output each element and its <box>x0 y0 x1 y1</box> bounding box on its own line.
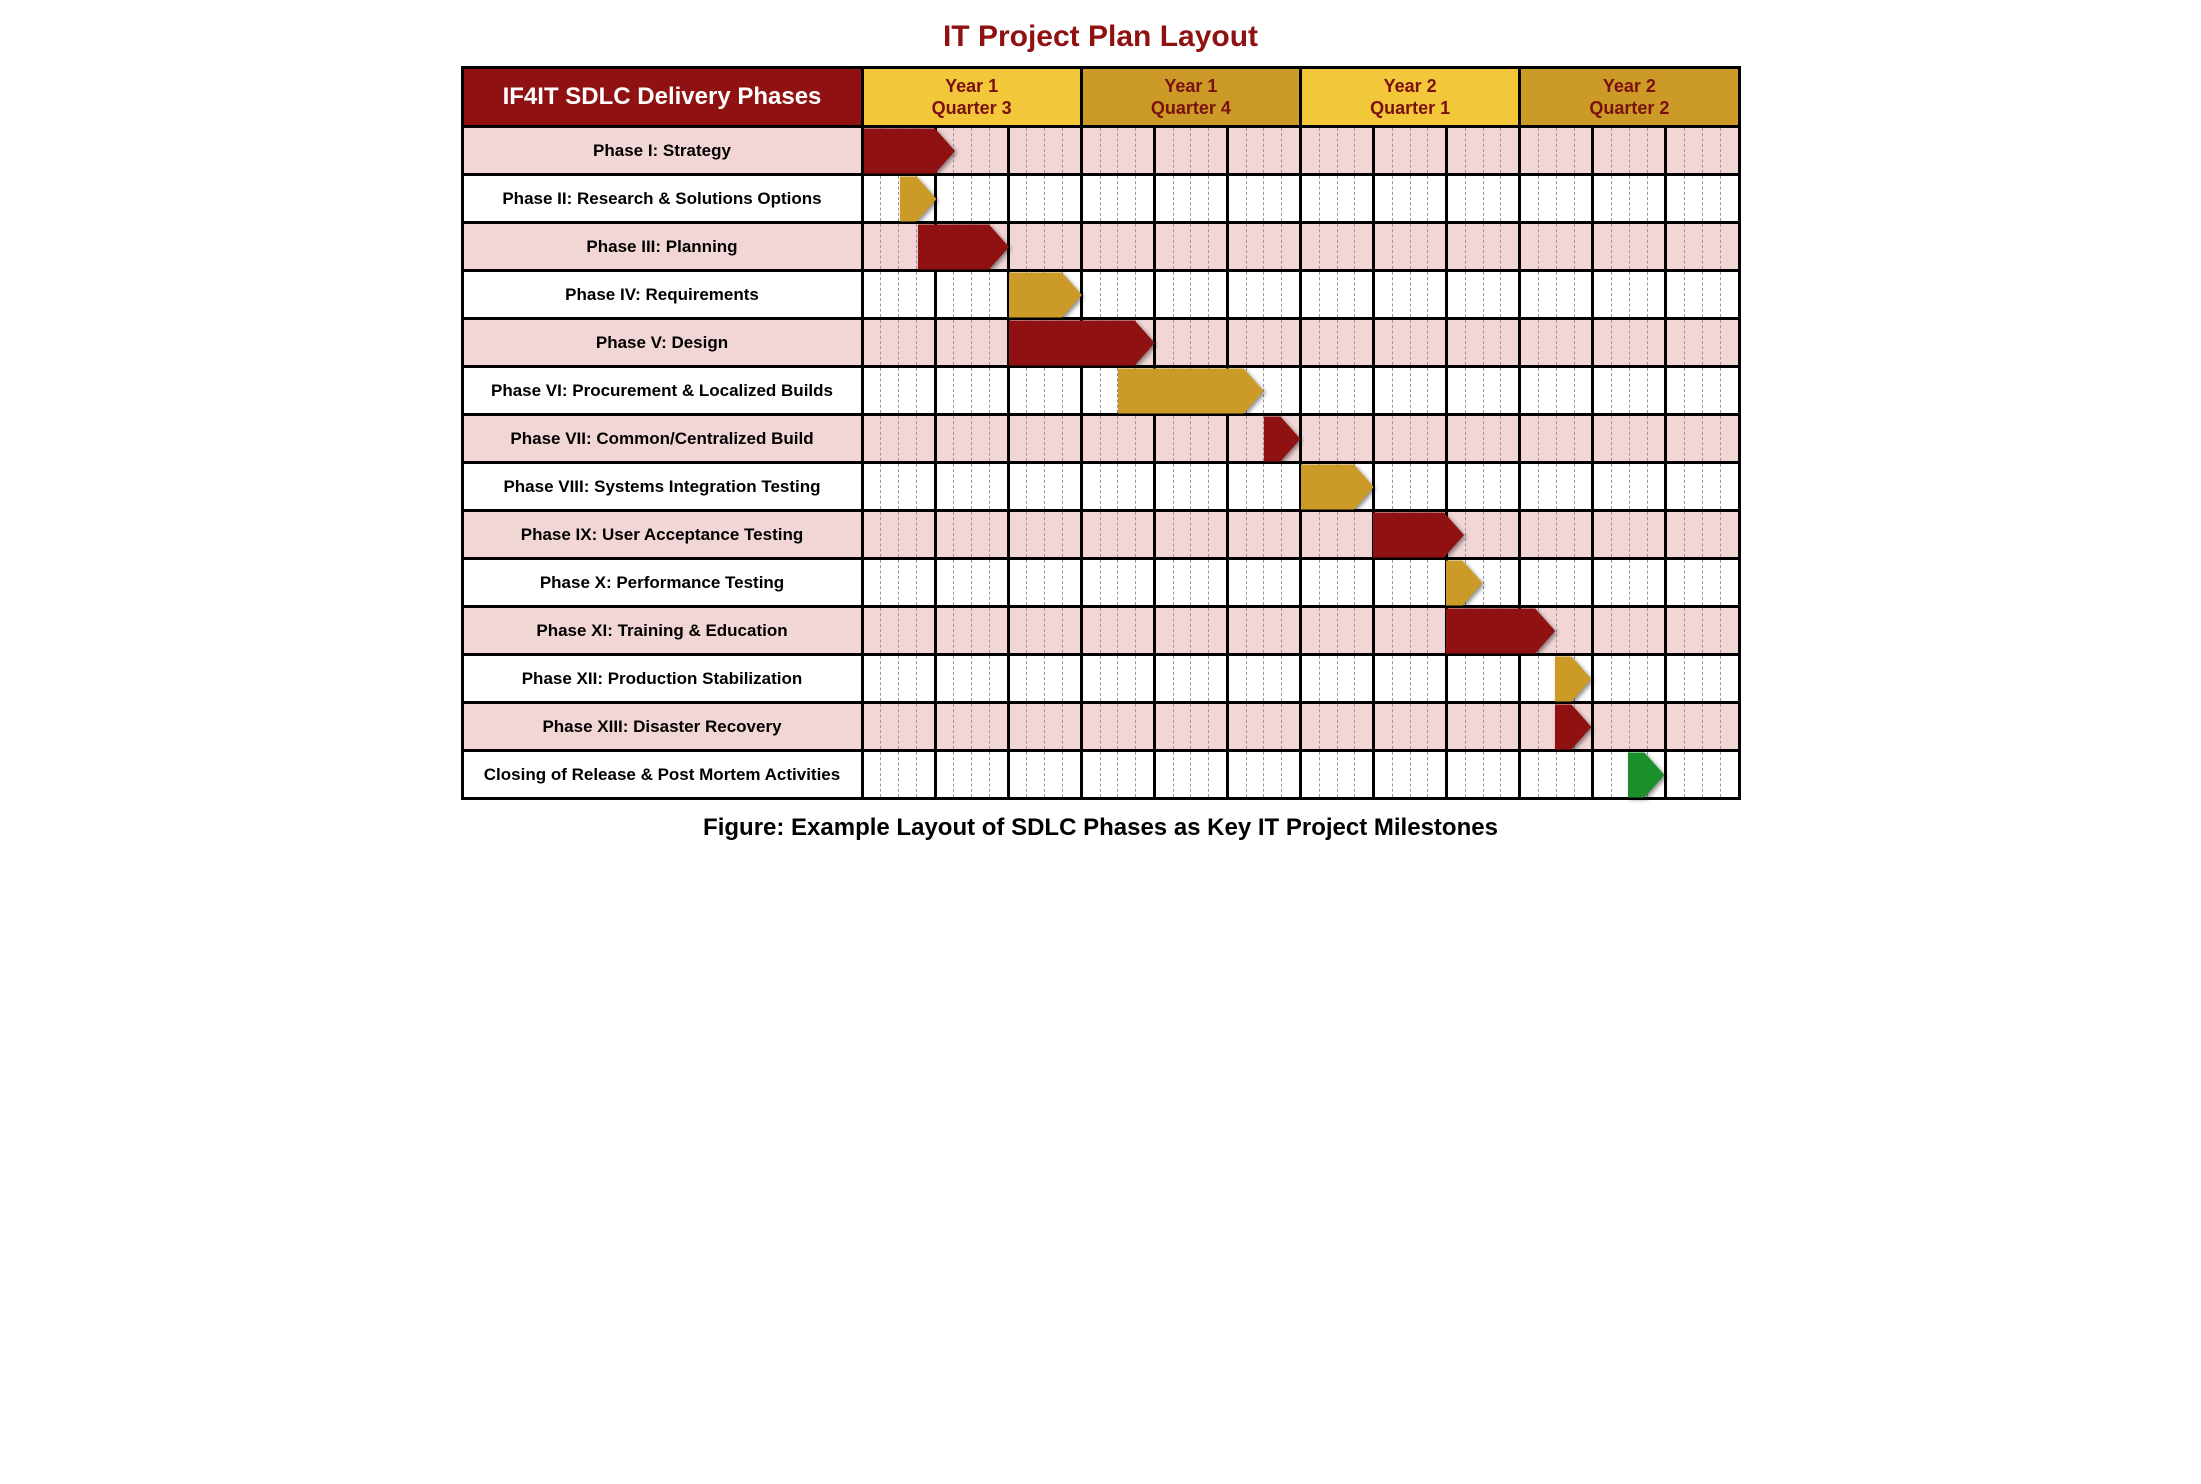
row-grid <box>864 464 1738 509</box>
row-label: Phase XII: Production Stabilization <box>464 656 864 701</box>
row-label: Phase II: Research & Solutions Options <box>464 176 864 221</box>
gantt-row: Phase XIII: Disaster Recovery <box>464 701 1738 749</box>
row-label: Closing of Release & Post Mortem Activit… <box>464 752 864 797</box>
header-year-label: Year 2 <box>1384 75 1437 98</box>
gantt-row: Phase VI: Procurement & Localized Builds <box>464 365 1738 413</box>
row-grid <box>864 224 1738 269</box>
phase-bar <box>1118 368 1264 413</box>
gantt-row: Phase IV: Requirements <box>464 269 1738 317</box>
row-label: Phase XIII: Disaster Recovery <box>464 704 864 749</box>
header-quarter-label: Quarter 3 <box>932 97 1012 120</box>
row-grid <box>864 512 1738 557</box>
row-grid <box>864 176 1738 221</box>
phase-bar <box>1009 320 1155 365</box>
gantt-row: Phase I: Strategy <box>464 125 1738 173</box>
row-label: Phase IX: User Acceptance Testing <box>464 512 864 557</box>
row-label: Phase VIII: Systems Integration Testing <box>464 464 864 509</box>
phase-bar <box>1446 608 1555 653</box>
header-quarter: Year 2Quarter 2 <box>1521 69 1737 125</box>
header-quarter-label: Quarter 2 <box>1589 97 1669 120</box>
row-grid <box>864 272 1738 317</box>
gantt-row: Phase VIII: Systems Integration Testing <box>464 461 1738 509</box>
gantt-row: Phase IX: User Acceptance Testing <box>464 509 1738 557</box>
row-label: Phase XI: Training & Education <box>464 608 864 653</box>
gantt-row: Phase V: Design <box>464 317 1738 365</box>
row-grid <box>864 656 1738 701</box>
phase-bar <box>1301 464 1374 509</box>
row-grid <box>864 560 1738 605</box>
row-label: Phase III: Planning <box>464 224 864 269</box>
header-quarter: Year 1Quarter 3 <box>864 69 1083 125</box>
row-grid <box>864 320 1738 365</box>
row-label: Phase VII: Common/Centralized Build <box>464 416 864 461</box>
row-label: Phase V: Design <box>464 320 864 365</box>
phase-bar <box>1373 512 1464 557</box>
phase-bar <box>1555 704 1591 749</box>
gantt-row: Phase XII: Production Stabilization <box>464 653 1738 701</box>
phase-bar <box>864 128 955 173</box>
phase-bar <box>1555 656 1591 701</box>
row-label: Phase VI: Procurement & Localized Builds <box>464 368 864 413</box>
row-grid <box>864 128 1738 173</box>
gantt-row: Phase II: Research & Solutions Options <box>464 173 1738 221</box>
phase-bar <box>1009 272 1082 317</box>
header-left-label: IF4IT SDLC Delivery Phases <box>464 69 864 125</box>
phase-bar <box>900 176 936 221</box>
phase-bar <box>1446 560 1482 605</box>
row-grid <box>864 704 1738 749</box>
header-row: IF4IT SDLC Delivery Phases Year 1Quarter… <box>464 69 1738 125</box>
header-quarter: Year 1Quarter 4 <box>1083 69 1302 125</box>
gantt-row: Phase VII: Common/Centralized Build <box>464 413 1738 461</box>
gantt-row: Phase X: Performance Testing <box>464 557 1738 605</box>
header-quarter: Year 2Quarter 1 <box>1302 69 1521 125</box>
header-quarter-label: Quarter 1 <box>1370 97 1450 120</box>
row-grid <box>864 608 1738 653</box>
row-grid <box>864 368 1738 413</box>
gantt-row: Phase XI: Training & Education <box>464 605 1738 653</box>
header-quarter-label: Quarter 4 <box>1151 97 1231 120</box>
gantt-row: Closing of Release & Post Mortem Activit… <box>464 749 1738 797</box>
phase-bar <box>1264 416 1300 461</box>
row-grid <box>864 752 1738 797</box>
header-year-label: Year 1 <box>1164 75 1217 98</box>
gantt-row: Phase III: Planning <box>464 221 1738 269</box>
phase-bar <box>918 224 1009 269</box>
gantt-table: IF4IT SDLC Delivery Phases Year 1Quarter… <box>461 66 1741 800</box>
row-grid <box>864 416 1738 461</box>
row-label: Phase X: Performance Testing <box>464 560 864 605</box>
phase-bar <box>1628 752 1664 797</box>
gantt-chart: IT Project Plan Layout IF4IT SDLC Delive… <box>461 20 1741 842</box>
row-label: Phase I: Strategy <box>464 128 864 173</box>
header-year-label: Year 2 <box>1603 75 1656 98</box>
header-year-label: Year 1 <box>945 75 998 98</box>
chart-title: IT Project Plan Layout <box>461 20 1741 54</box>
row-label: Phase IV: Requirements <box>464 272 864 317</box>
chart-caption: Figure: Example Layout of SDLC Phases as… <box>461 814 1741 842</box>
